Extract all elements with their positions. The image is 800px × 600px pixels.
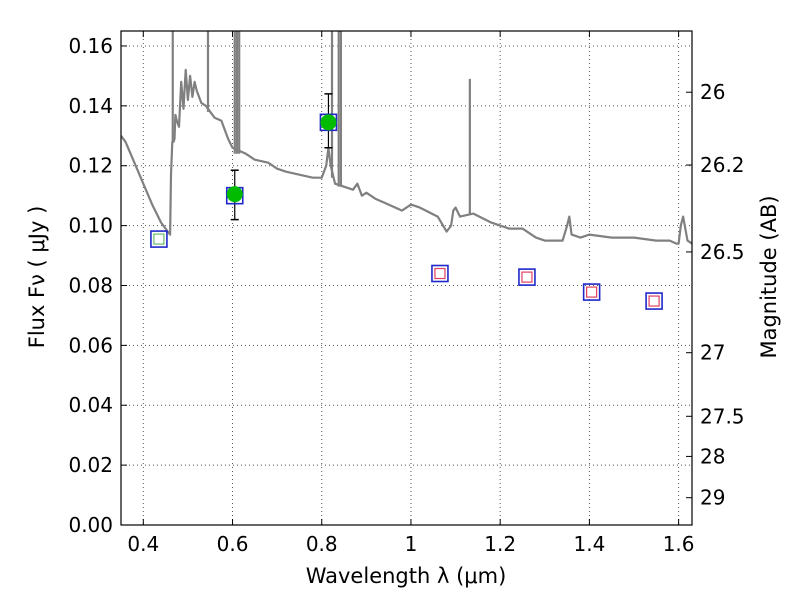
right-tick-label: 27 — [700, 341, 725, 365]
right-tick-label: 29 — [700, 486, 725, 510]
photometry-points — [150, 93, 663, 310]
y-axis-right-label: Magnitude (AB) — [757, 195, 781, 358]
right-tick-label: 27.5 — [700, 404, 745, 428]
upper-limit-marker — [434, 267, 446, 280]
x-tick-label: 1 — [405, 532, 418, 556]
right-tick-label: 26.5 — [700, 240, 745, 264]
detection-marker — [226, 186, 243, 203]
y-axis-label: Flux Fν ( μJy ) — [25, 206, 49, 349]
x-tick-label: 0.4 — [127, 532, 159, 556]
axis-ticks: 0.4 0.6 0.8 1 1.2 1.4 1.6 0.00 0.02 0.04 0.06 0.08 0… — [68, 31, 745, 556]
y-tick-label: 0.00 — [68, 513, 113, 537]
x-tick-label: 0.6 — [217, 532, 249, 556]
y-tick-label: 0.14 — [68, 94, 113, 118]
plot-frame — [120, 30, 693, 526]
y-tick-label: 0.10 — [68, 214, 113, 238]
spectrum-line — [121, 68, 692, 245]
filter-box-marker — [431, 264, 449, 283]
x-tick-label: 1.2 — [484, 532, 516, 556]
right-tick-label: 26.2 — [700, 153, 745, 177]
y-tick-label: 0.04 — [68, 393, 113, 417]
upper-limit-marker — [586, 286, 598, 298]
filter-box-marker — [150, 230, 168, 248]
upper-limit-marker — [521, 271, 533, 283]
y-tick-label: 0.08 — [68, 273, 113, 297]
spectrum-layer — [121, 31, 692, 245]
y-tick-label: 0.16 — [68, 34, 113, 58]
y-tick-label: 0.02 — [68, 453, 113, 477]
x-tick-label: 1.4 — [573, 532, 605, 556]
filter-box-marker — [518, 268, 536, 286]
y-tick-label: 0.12 — [68, 154, 113, 178]
filter-box-marker — [582, 283, 601, 301]
filter-box-marker — [645, 292, 663, 310]
right-tick-label: 28 — [700, 444, 725, 468]
x-tick-label: 1.6 — [663, 532, 695, 556]
right-tick-label: 26 — [700, 80, 725, 104]
grid-lines — [121, 31, 692, 526]
y-tick-label: 0.06 — [68, 333, 113, 357]
x-axis-label: Wavelength λ (μm) — [306, 564, 507, 588]
detection-marker — [320, 114, 337, 131]
x-tick-label: 0.8 — [306, 532, 338, 556]
upper-limit-marker — [153, 233, 165, 245]
upper-limit-marker — [648, 295, 660, 307]
